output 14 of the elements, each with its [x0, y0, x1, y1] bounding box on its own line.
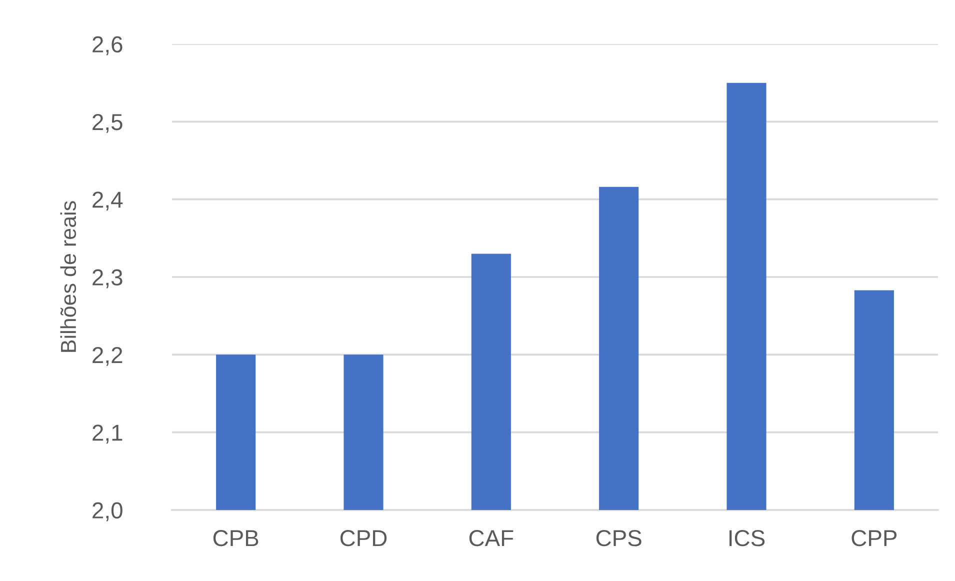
x-tick-label: CPD	[340, 530, 387, 546]
y-tick-label: 2,2	[92, 346, 122, 366]
x-tick-label: CPP	[852, 530, 897, 546]
y-tick-label: 2,1	[92, 424, 122, 444]
y-tick-label: 2,3	[92, 269, 122, 288]
y-tick-label: 2,5	[92, 114, 122, 133]
y-tick-label: 2,6	[92, 36, 122, 56]
y-tick-label: 2,4	[92, 192, 123, 211]
y-tick-label: 2,0	[92, 502, 122, 522]
x-tick-label: CPB	[213, 530, 258, 546]
x-tick-label: ICS	[730, 530, 765, 546]
x-tick-label: CPS	[596, 530, 642, 546]
y-axis-title: Bilhões de reais	[60, 201, 76, 352]
x-tick-label: CAF	[469, 530, 514, 546]
